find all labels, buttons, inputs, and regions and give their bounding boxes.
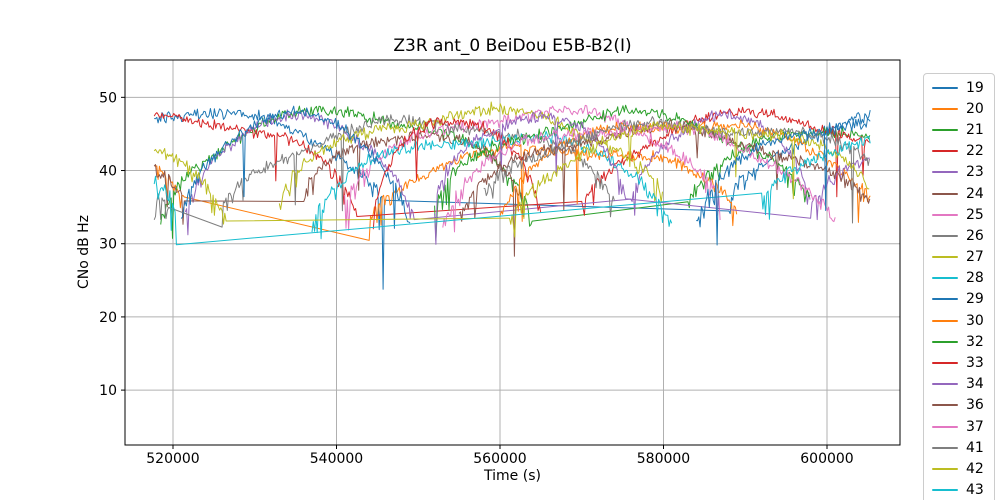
legend-line-sample-29: [932, 298, 958, 301]
series-line-26: [153, 114, 615, 228]
legend-line-sample-19: [932, 86, 958, 89]
legend-item-41: 41: [932, 437, 994, 458]
legend-item-23: 23: [932, 162, 994, 183]
legend-item-24: 24: [932, 183, 994, 204]
series-line-28: [311, 130, 673, 240]
legend-line-sample-22: [932, 150, 958, 153]
y-tick-label-10: 10: [99, 383, 117, 399]
x-tick-label-540000: 540000: [310, 451, 363, 467]
y-tick-label-50: 50: [99, 90, 117, 106]
series-line-34: [434, 111, 870, 245]
legend: 19 20 21 22 23 24 25 26 27 28 29 30 32 33 34 36 37 41 42 43…: [923, 73, 995, 500]
legend-line-sample-20: [932, 107, 958, 110]
legend-line-sample-41: [932, 446, 958, 449]
legend-item-37: 37: [932, 416, 994, 437]
legend-label-29: 29: [966, 291, 984, 308]
legend-label-21: 21: [966, 121, 984, 138]
legend-label-32: 32: [966, 333, 984, 350]
legend-item-29: 29: [932, 289, 994, 310]
legend-line-sample-42: [932, 467, 958, 470]
legend-line-sample-36: [932, 404, 958, 407]
legend-label-43: 43: [966, 482, 984, 499]
legend-item-33: 33: [932, 352, 994, 373]
legend-item-30: 30: [932, 310, 994, 331]
legend-item-22: 22: [932, 141, 994, 162]
legend-label-28: 28: [966, 270, 984, 287]
legend-line-sample-34: [932, 383, 958, 386]
legend-item-36: 36: [932, 395, 994, 416]
legend-label-27: 27: [966, 249, 984, 266]
legend-label-34: 34: [966, 376, 984, 393]
x-axis-label: Time (s): [484, 468, 541, 484]
legend-item-26: 26: [932, 225, 994, 246]
series-line-33: [372, 117, 542, 230]
legend-item-25: 25: [932, 204, 994, 225]
legend-line-sample-21: [932, 128, 958, 131]
series-line-27: [278, 101, 663, 210]
legend-item-20: 20: [932, 98, 994, 119]
legend-item-28: 28: [932, 268, 994, 289]
legend-label-37: 37: [966, 418, 984, 435]
plot-frame: [124, 59, 901, 446]
legend-item-34: 34: [932, 374, 994, 395]
legend-line-sample-37: [932, 425, 958, 428]
legend-label-30: 30: [966, 312, 984, 329]
x-tick-label-580000: 580000: [637, 451, 690, 467]
x-tick-label-520000: 520000: [146, 451, 199, 467]
legend-line-sample-25: [932, 213, 958, 216]
legend-label-22: 22: [966, 143, 984, 160]
legend-item-19: 19: [932, 77, 994, 98]
series-line-42: [153, 121, 870, 238]
legend-line-sample-30: [932, 319, 958, 322]
legend-label-33: 33: [966, 355, 984, 372]
legend-label-25: 25: [966, 206, 984, 223]
chart-title: Z3R ant_0 BeiDou E5B-B2(I): [393, 36, 632, 56]
y-axis-label: CNo dB Hz: [76, 214, 92, 290]
legend-line-sample-33: [932, 362, 958, 365]
legend-line-sample-43: [932, 489, 958, 492]
legend-label-19: 19: [966, 79, 984, 96]
legend-line-sample-23: [932, 171, 958, 174]
legend-label-26: 26: [966, 227, 984, 244]
legend-item-43: 43: [932, 480, 994, 500]
series-line-37: [442, 120, 836, 233]
legend-item-21: 21: [932, 119, 994, 140]
legend-label-24: 24: [966, 185, 984, 202]
legend-item-42: 42: [932, 458, 994, 479]
x-tick-label-600000: 600000: [800, 451, 853, 467]
legend-line-sample-27: [932, 256, 958, 259]
legend-label-42: 42: [966, 460, 984, 477]
series-line-44: [696, 118, 871, 246]
legend-label-23: 23: [966, 164, 984, 181]
legend-line-sample-32: [932, 340, 958, 343]
series-line-20: [153, 141, 738, 241]
series-line-29: [180, 105, 411, 229]
series-line-43: [153, 136, 871, 246]
legend-label-41: 41: [966, 439, 984, 456]
series-group: [153, 101, 871, 290]
y-tick-label-40: 40: [99, 164, 117, 180]
x-tick-label-560000: 560000: [473, 451, 526, 467]
legend-label-36: 36: [966, 397, 984, 414]
y-tick-label-30: 30: [99, 237, 117, 253]
legend-line-sample-28: [932, 277, 958, 280]
legend-item-27: 27: [932, 247, 994, 268]
legend-line-sample-24: [932, 192, 958, 195]
series-line-24: [153, 131, 524, 257]
legend-line-sample-26: [932, 234, 958, 237]
y-tick-label-20: 20: [99, 310, 117, 326]
series-line-22: [153, 106, 870, 217]
legend-label-20: 20: [966, 100, 984, 117]
legend-item-32: 32: [932, 331, 994, 352]
